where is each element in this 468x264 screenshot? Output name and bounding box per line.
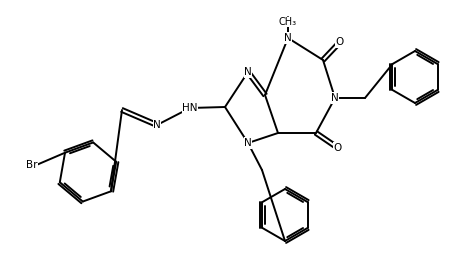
- Text: O: O: [336, 37, 344, 47]
- Text: HN: HN: [182, 103, 198, 113]
- Text: N: N: [244, 67, 252, 77]
- Text: N: N: [331, 93, 339, 103]
- Text: N: N: [153, 120, 161, 130]
- Text: N: N: [284, 33, 292, 43]
- Text: O: O: [334, 143, 342, 153]
- Text: N: N: [244, 138, 252, 148]
- Text: Br: Br: [26, 160, 37, 170]
- Text: CH₃: CH₃: [279, 17, 297, 27]
